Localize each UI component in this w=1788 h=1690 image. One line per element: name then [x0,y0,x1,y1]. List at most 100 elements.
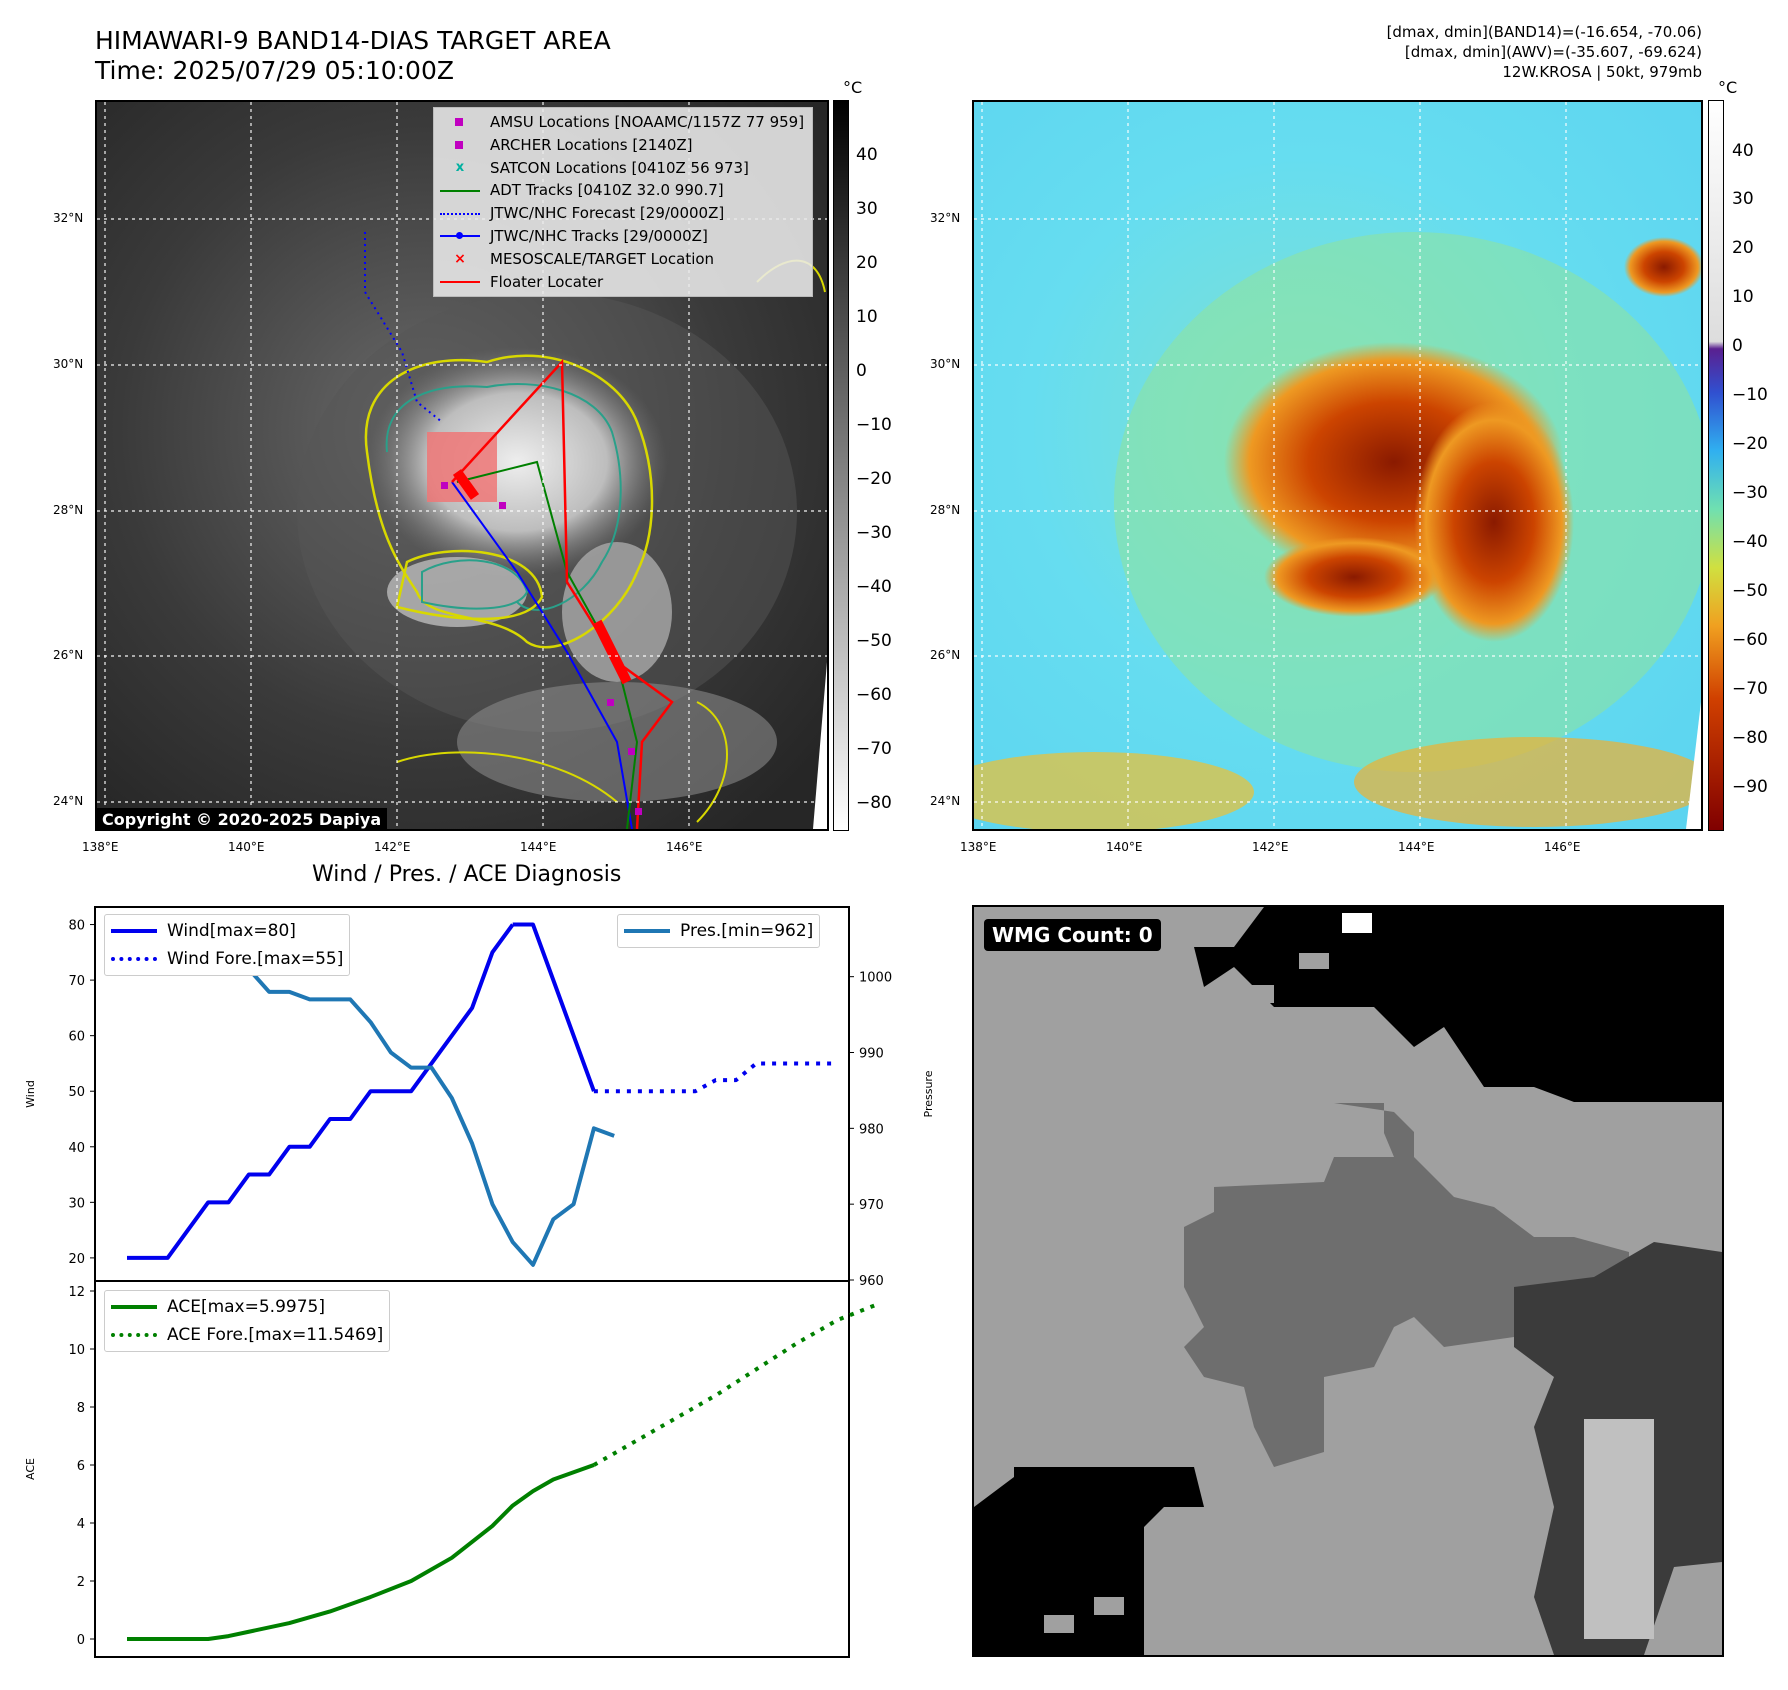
lon-label: 146°E [666,840,703,854]
awv-map-image [974,102,1701,829]
lon-label: 146°E [1544,840,1581,854]
ace-y-tick-label: 6 [77,1459,85,1474]
wind-y-tick-label: 70 [68,974,85,989]
stats-line-1: [dmax, dmin](BAND14)=(-16.654, -70.06) [1386,23,1702,41]
lon-label: 144°E [1398,840,1435,854]
legend-item-adt: ADT Tracks [0410Z 32.0 990.7] [438,179,804,202]
wind-axis-label: Wind [24,1080,37,1108]
pressure-legend: Pres.[min=962] [617,914,821,948]
awv-cbar-tick: −80 [1732,728,1768,748]
ace-axis-label: ACE [24,1458,37,1480]
lon-label: 138°E [960,840,997,854]
awv-cbar-tick: −40 [1732,532,1768,552]
chart-title: HIMAWARI-9 BAND14-DIAS TARGET AREA Time:… [95,26,611,86]
lat-label: 32°N [930,211,961,225]
stats-block: [dmax, dmin](BAND14)=(-16.654, -70.06) [d… [1387,22,1702,82]
pressure-y-tick-label: 990 [859,1047,884,1062]
ir-cbar-tick: 40 [856,145,878,165]
ir-map-panel: AMSU Locations [NOAAMC/1157Z 77 959] ARC… [95,100,829,831]
wind-legend: Wind[max=80] Wind Fore.[max=55] [104,914,351,976]
wind-series-line-0 [127,923,515,1260]
title-line-2: Time: 2025/07/29 05:10:00Z [95,56,454,85]
stats-line-2: [dmax, dmin](AWV)=(-35.607, -69.624) [1404,43,1702,61]
ace-legend: ACE[max=5.9975] ACE Fore.[max=11.5469] [104,1290,391,1352]
awv-cbar-tick: −70 [1732,679,1768,699]
pressure-y-tick-label: 980 [859,1122,884,1137]
map-legend: AMSU Locations [NOAAMC/1157Z 77 959] ARC… [433,107,814,298]
ace-y-tick-label: 8 [77,1401,85,1416]
ace-series-line-0 [127,1463,595,1641]
pressure-y-tick-label: 1000 [859,971,892,986]
awv-cbar-tick: 40 [1732,141,1754,161]
lat-label: 32°N [53,211,84,225]
diagnosis-title: Wind / Pres. / ACE Diagnosis [312,862,622,887]
legend-item-tracks: JTWC/NHC Tracks [29/0000Z] [438,225,804,248]
awv-cbar-tick: −60 [1732,630,1768,650]
ir-cbar-tick: −30 [856,523,892,543]
lat-label: 24°N [930,794,961,808]
wind-y-tick-label: 60 [68,1030,85,1045]
ace-y-tick-label: 0 [77,1633,85,1648]
lat-label: 28°N [53,503,84,517]
ir-cbar-tick: −40 [856,577,892,597]
legend-item-target: × MESOSCALE/TARGET Location [454,249,715,268]
awv-map-panel [972,100,1703,831]
ir-colorbar [833,100,849,831]
awv-cbar-tick: −10 [1732,385,1768,405]
awv-cbar-tick: −50 [1732,581,1768,601]
ace-y-tick-label: 10 [68,1343,85,1358]
stats-line-3: 12W.KROSA | 50kt, 979mb [1502,63,1702,81]
legend-ace-forecast: ACE Fore.[max=11.5469] [111,1321,383,1349]
ir-cbar-tick: −60 [856,685,892,705]
legend-wind-forecast: Wind Fore.[max=55] [111,945,343,973]
ir-cbar-tick: −50 [856,631,892,651]
wmg-image [974,907,1722,1655]
wind-series-line-2 [593,1061,838,1094]
lon-label: 144°E [520,840,557,854]
awv-cbar-tick: 30 [1732,189,1754,209]
legend-item-satcon: x SATCON Locations [0410Z 56 973] [455,158,749,177]
ir-cbar-tick: −80 [856,793,892,813]
title-line-1: HIMAWARI-9 BAND14-DIAS TARGET AREA [95,26,611,55]
lat-label: 30°N [53,357,84,371]
lon-label: 140°E [1106,840,1143,854]
lon-label: 138°E [82,840,119,854]
ir-cbar-tick: −70 [856,739,892,759]
pressure-y-tick-label: 970 [859,1198,884,1213]
legend-item-floater: Floater Locater [438,271,804,294]
ace-series-line-1 [592,1302,879,1467]
awv-cbar-tick: 20 [1732,238,1754,258]
ir-colorbar-unit: °C [843,78,863,97]
copyright-label: Copyright © 2020-2025 Dapiya [96,808,388,831]
ir-cbar-tick: 10 [856,307,878,327]
wind-series-line-1 [512,922,596,1092]
awv-colorbar [1708,100,1724,831]
ir-cbar-tick: −20 [856,469,892,489]
awv-colorbar-unit: °C [1718,78,1738,97]
lat-label: 24°N [53,794,84,808]
awv-cbar-tick: 10 [1732,287,1754,307]
lon-label: 142°E [1252,840,1289,854]
lat-label: 26°N [930,648,961,662]
wmg-panel [972,905,1724,1657]
ir-cbar-tick: 30 [856,199,878,219]
legend-pressure: Pres.[min=962] [624,917,813,945]
wind-y-tick-label: 20 [68,1252,85,1267]
pressure-y-tick-label: 960 [859,1274,884,1289]
ir-cbar-tick: 20 [856,253,878,273]
wind-y-tick-label: 40 [68,1141,85,1156]
pressure-axis-label: Pressure [922,1070,935,1117]
awv-cbar-tick: 0 [1732,336,1743,356]
wind-y-tick-label: 80 [68,919,85,934]
lat-label: 26°N [53,648,84,662]
ir-cbar-tick: −10 [856,415,892,435]
ace-y-tick-label: 12 [68,1285,85,1300]
lon-label: 142°E [374,840,411,854]
wind-y-tick-label: 30 [68,1196,85,1211]
legend-item-amsu: AMSU Locations [NOAAMC/1157Z 77 959] [438,111,804,134]
ace-axes-frame [94,1280,850,1658]
awv-cbar-tick: −20 [1732,434,1768,454]
lat-label: 28°N [930,503,961,517]
legend-item-archer: ARCHER Locations [2140Z] [438,134,804,157]
